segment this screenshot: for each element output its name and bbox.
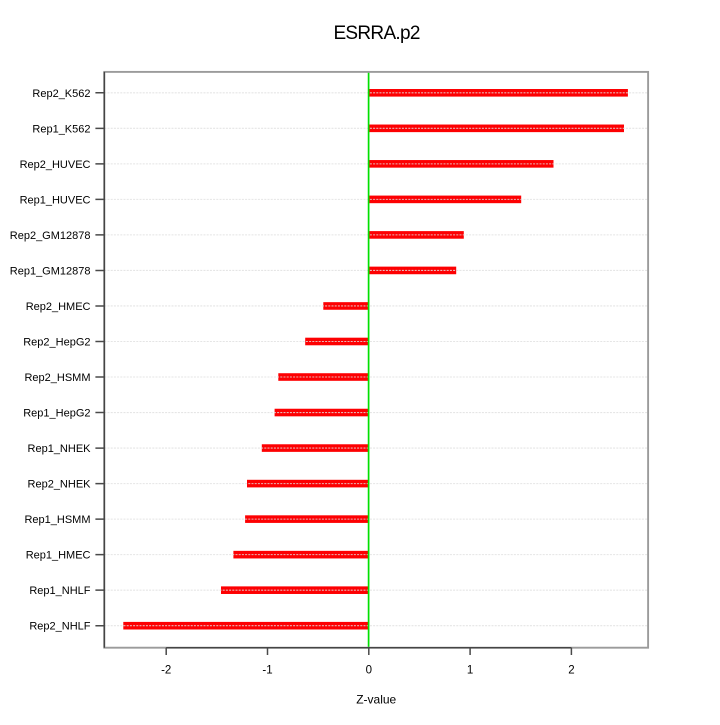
svg-text:Rep1_HepG2: Rep1_HepG2 — [23, 408, 90, 420]
svg-text:Z-value: Z-value — [356, 692, 396, 706]
svg-text:Rep2_HSMM: Rep2_HSMM — [24, 372, 90, 384]
svg-text:Rep2_GM12878: Rep2_GM12878 — [10, 230, 91, 242]
svg-text:0: 0 — [366, 664, 372, 676]
svg-text:Rep2_NHEK: Rep2_NHEK — [28, 479, 92, 491]
svg-text:Rep1_NHLF: Rep1_NHLF — [29, 585, 90, 597]
svg-text:Rep1_GM12878: Rep1_GM12878 — [10, 265, 91, 277]
svg-text:Rep1_HMEC: Rep1_HMEC — [26, 550, 91, 562]
svg-text:Rep2_HMEC: Rep2_HMEC — [26, 301, 91, 313]
svg-text:-2: -2 — [161, 664, 171, 676]
svg-text:ESRRA.p2: ESRRA.p2 — [333, 23, 419, 44]
svg-text:1: 1 — [467, 664, 473, 676]
svg-text:-1: -1 — [262, 664, 272, 676]
svg-text:Rep1_NHEK: Rep1_NHEK — [28, 443, 92, 455]
svg-text:2: 2 — [568, 664, 574, 676]
svg-text:Rep2_NHLF: Rep2_NHLF — [29, 621, 90, 633]
svg-text:Rep2_K562: Rep2_K562 — [32, 88, 90, 100]
svg-text:Rep1_K562: Rep1_K562 — [32, 123, 90, 135]
svg-text:Rep2_HepG2: Rep2_HepG2 — [23, 336, 90, 348]
svg-text:Rep1_HUVEC: Rep1_HUVEC — [20, 194, 91, 206]
svg-text:Rep2_HUVEC: Rep2_HUVEC — [20, 159, 91, 171]
svg-text:Rep1_HSMM: Rep1_HSMM — [24, 514, 90, 526]
